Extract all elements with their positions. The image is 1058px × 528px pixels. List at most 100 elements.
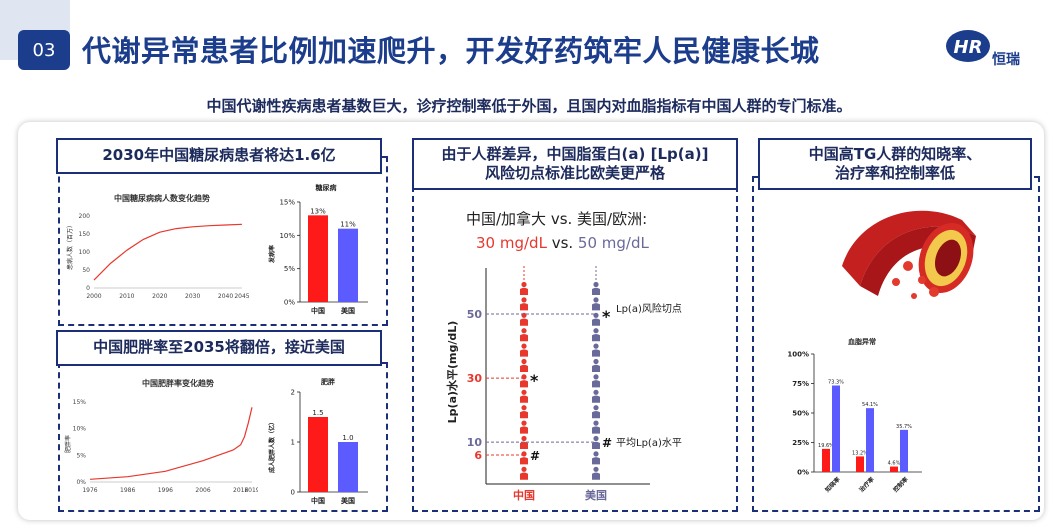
china-cutoff-star-icon: * (530, 371, 539, 390)
person-head (593, 435, 599, 442)
diabetes-bar-bar (338, 228, 358, 302)
person-body (592, 364, 600, 372)
lpa-compare-heading: 中国/加拿大 vs. 美国/欧洲: (466, 210, 648, 228)
diabetes-x-tick: 2000 (86, 293, 101, 300)
person-head (521, 328, 527, 334)
obesity-y-tick: 15% (73, 399, 87, 406)
person-icon (520, 358, 528, 372)
tg-y-tick: 50% (792, 410, 809, 418)
diabetes-line-ylabel: 患病人数（百万） (66, 222, 74, 270)
diabetes-bar-bar-label: 13% (310, 207, 326, 215)
person-head (593, 312, 599, 318)
tg-category-label: 知晓率 (823, 475, 841, 493)
person-body (592, 333, 600, 342)
person-head (521, 358, 527, 365)
diabetes-bar-chart: 糖尿病 发病率 0% 5% 10% 15% 13% 中国 11% 美国 (268, 183, 368, 315)
person-body (592, 349, 600, 357)
person-icon (592, 343, 600, 357)
diabetes-bar-bar (308, 215, 328, 302)
person-head (593, 343, 599, 349)
panel-tg-title: 中国高TG人群的知晓率、 治疗率和控制率低 (758, 138, 1032, 190)
person-body (520, 318, 528, 326)
person-icon (520, 389, 528, 403)
cutoff-annotation: Lp(a)风险切点 (616, 302, 682, 315)
person-icon (520, 328, 528, 342)
lpa-y-tick: 50 (467, 308, 483, 321)
tg-bar (832, 385, 840, 472)
obesity-bar-bar (308, 417, 328, 492)
artery-illustration-icon (842, 210, 976, 299)
diabetes-y-tick: 200 (79, 213, 91, 220)
person-head (593, 389, 599, 395)
panel-obesity-title: 中国肥胖率至2035将翻倍，接近美国 (56, 330, 382, 366)
person-icon (592, 466, 600, 480)
tg-bar (890, 466, 898, 472)
person-body (592, 318, 600, 326)
lpa-y-tick: 6 (474, 449, 482, 462)
person-head (593, 281, 599, 288)
diabetes-y-tick: 100 (79, 249, 91, 256)
diabetes-x-tick: 2020 (152, 293, 167, 300)
person-icon (592, 358, 600, 372)
diabetes-bar-bar-label: 11% (340, 221, 356, 229)
panel-lpa-title-line1: 由于人群差异，中国脂蛋白(a) [Lp(a)] (441, 144, 709, 163)
tg-bar (866, 408, 874, 472)
tg-bar (900, 429, 908, 472)
us-cutoff-star-icon: * (602, 307, 611, 326)
person-icon (520, 343, 528, 357)
person-icon (592, 405, 600, 419)
subtitle: 中国代谢性疾病患者基数巨大，诊疗控制率低于外国，且国内对血脂指标有中国人群的专门… (206, 97, 852, 115)
diabetes-x-tick: 2040 (218, 293, 233, 300)
us-average-hash-icon: # (602, 436, 612, 450)
person-head (521, 281, 527, 288)
person-head (521, 405, 527, 411)
tg-bar (822, 448, 830, 472)
diabetes-y-tick: 150 (79, 231, 91, 238)
person-icon (520, 297, 528, 311)
obesity-series-line (89, 407, 253, 480)
obesity-line-title: 中国肥胖率变化趋势 (142, 378, 214, 388)
person-icon (520, 312, 528, 326)
person-body (520, 349, 528, 357)
obesity-bar-y-tick: 0 (291, 489, 295, 497)
person-head (521, 297, 527, 303)
person-head (521, 374, 527, 380)
person-body (520, 441, 528, 449)
person-icon (592, 435, 600, 449)
tg-bar-label: 19.6% (818, 443, 834, 449)
person-body (520, 457, 528, 465)
company-logo: HR 恒瑞 (946, 30, 1020, 68)
person-head (593, 328, 599, 334)
diabetes-x-tick: 2010 (119, 293, 134, 300)
person-icon (520, 466, 528, 480)
tg-bar-label: 35.7% (896, 424, 912, 430)
person-body (520, 333, 528, 342)
obesity-line-chart: 中国肥胖率变化趋势 肥胖率 0% 5% 10% 15% 1976 1986 1996 2006… (64, 378, 258, 494)
person-head (521, 451, 527, 457)
tg-bar-title: 血脂异常 (848, 337, 876, 346)
person-body (520, 364, 528, 372)
obesity-bar-bar-label: 1.0 (342, 434, 353, 442)
tg-bar-chart: 血脂异常 0%25%50%75%100%中国美国19.6%73.3%知晓率13.… (787, 337, 922, 494)
diabetes-line-chart: 中国糖尿病病人数变化趋势 患病人数（百万） 0 50 100 150 200 2000 20… (66, 193, 250, 300)
person-head (593, 405, 599, 411)
obesity-bar-y-tick: 2 (291, 389, 295, 397)
obesity-x-tick: 2016 (233, 487, 248, 494)
person-body (592, 441, 600, 449)
person-head (593, 420, 599, 426)
lpa-chart: Lp(a)水平(mg/dL) 610 30 50 中国 美国 * Lp(a)风险切点 * # 平均… (445, 266, 682, 502)
person-head (521, 312, 527, 318)
lpa-vs: vs. (546, 234, 578, 252)
tg-y-tick: 100% (787, 351, 809, 359)
diabetes-bar-y-tick: 15% (279, 199, 295, 207)
person-head (593, 374, 599, 380)
lpa-value-china: 30 mg/dL (476, 234, 547, 252)
china-average-hash-icon: # (530, 449, 540, 463)
person-body (520, 380, 528, 388)
lpa-y-tick: 10 (467, 436, 483, 449)
obesity-x-tick: 1976 (82, 487, 97, 494)
obesity-x-tick: 1996 (158, 487, 173, 494)
logo-mark: HR (954, 37, 983, 58)
person-head (521, 389, 527, 395)
